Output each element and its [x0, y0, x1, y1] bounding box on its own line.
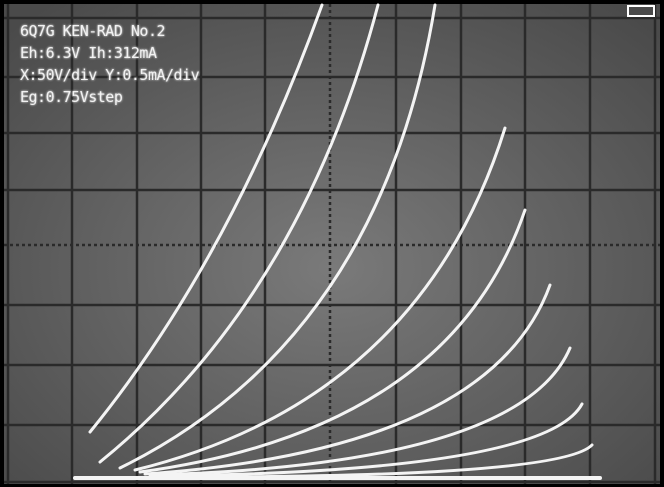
graticule [4, 4, 660, 484]
overlay-line: Eh:6.3V Ih:312mA [20, 44, 157, 62]
overlay-line: Eg:0.75Vstep [20, 88, 123, 106]
corner-mark [627, 5, 655, 17]
overlay-line: 6Q7G KEN-RAD No.2 [20, 22, 166, 40]
traces [73, 3, 602, 480]
overlay-line: X:50V/div Y:0.5mA/div [20, 66, 200, 84]
